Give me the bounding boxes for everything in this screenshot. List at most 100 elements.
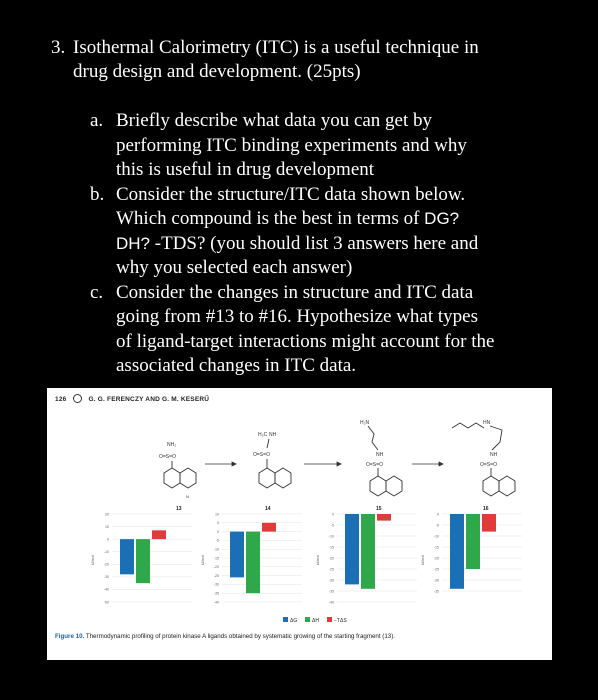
tick-label: -10 bbox=[214, 548, 219, 552]
part-b-line: DH? -TDS? (you should list 3 answers her… bbox=[116, 232, 479, 254]
tick-label: -40 bbox=[104, 588, 109, 592]
bar-TdS-15 bbox=[377, 514, 391, 521]
tick-label: 10 bbox=[105, 525, 109, 529]
question-title: 3. Isothermal Calorimetry (ITC) is a use… bbox=[51, 36, 571, 84]
part-c-line: of ligand-target interactions might acco… bbox=[116, 330, 495, 352]
figure-caption-label: Figure 10. bbox=[55, 633, 85, 640]
part-b-line: Which compound is the best in terms of D… bbox=[116, 208, 460, 229]
tick-label: -35 bbox=[434, 589, 439, 593]
tick-label: -20 bbox=[329, 556, 334, 560]
legend: ΔG ΔH −TΔS bbox=[283, 617, 347, 624]
tick-label: -15 bbox=[434, 545, 439, 549]
chemical-structures: NH₂ O=S=O N H₃C NH O=S=O H₂N N bbox=[159, 420, 516, 512]
compound-15-structure: H₂N NH O=S=O bbox=[360, 420, 403, 497]
tick-label: -20 bbox=[214, 565, 219, 569]
figure-caption-text: Thermodynamic profiling of protein kinas… bbox=[84, 633, 396, 640]
y-axis-unit: kJ/mol bbox=[421, 555, 425, 565]
publisher-logo-icon bbox=[73, 394, 83, 403]
tick-label: -15 bbox=[214, 556, 219, 560]
part-c: c. Consider the changes in structure and… bbox=[90, 281, 570, 379]
tick-label: -5 bbox=[331, 523, 334, 527]
tick-label: -30 bbox=[214, 583, 219, 587]
authors: G. G. FERENCZY AND G. M. KESERŰ bbox=[88, 396, 210, 404]
tick-label: 0 bbox=[332, 512, 334, 516]
svg-text:NH₂: NH₂ bbox=[167, 442, 176, 448]
svg-text:NH: NH bbox=[269, 432, 277, 438]
part-c-line: Consider the changes in structure and IT… bbox=[116, 281, 474, 303]
bar-dH-14 bbox=[246, 531, 260, 594]
legend-label: −TΔS bbox=[334, 618, 347, 624]
legend-label: ΔG bbox=[290, 618, 297, 624]
figure-caption: Figure 10. Thermodynamic profiling of pr… bbox=[55, 633, 395, 640]
bar-dH-16 bbox=[466, 514, 480, 569]
tick-label: -25 bbox=[214, 574, 219, 578]
y-axis-unit: kJ/mol bbox=[316, 555, 320, 565]
tick-label: -20 bbox=[104, 563, 109, 567]
tick-label: -5 bbox=[216, 539, 219, 543]
tick-label: -40 bbox=[329, 600, 334, 604]
compound-label: 14 bbox=[265, 506, 271, 512]
svg-text:NH: NH bbox=[376, 452, 384, 458]
svg-text:HN: HN bbox=[483, 420, 491, 426]
legend-swatch-TdS bbox=[327, 617, 332, 622]
part-b-line: why you selected each answer) bbox=[116, 257, 353, 278]
tick-label: -35 bbox=[329, 589, 334, 593]
tick-label: -10 bbox=[329, 534, 334, 538]
question-parts: a. Briefly describe what data you can ge… bbox=[90, 109, 570, 379]
compound-16-structure: HN NH O=S=O bbox=[451, 420, 516, 497]
part-b-label: b. bbox=[90, 183, 105, 205]
bar-dG-16 bbox=[450, 514, 464, 589]
svg-text:O=S=O: O=S=O bbox=[159, 454, 176, 460]
y-axis-unit: kJ/mol bbox=[201, 555, 205, 565]
bar-dG-14 bbox=[230, 531, 244, 578]
bar-TdS-16 bbox=[482, 514, 496, 532]
part-a-line: performing ITC binding experiments and w… bbox=[116, 134, 467, 156]
question-number: 3. bbox=[51, 37, 66, 58]
bar-dG-13 bbox=[120, 539, 134, 575]
part-a-label: a. bbox=[90, 110, 104, 131]
bar-TdS-13 bbox=[152, 530, 166, 540]
figure-10: 126 G. G. FERENCZY AND G. M. KESERŰ NH₂ … bbox=[47, 388, 552, 660]
tick-label: 0 bbox=[107, 537, 109, 541]
question-title-line-2: drug design and development. (25pts) bbox=[73, 61, 361, 82]
part-a-line: Briefly describe what data you can get b… bbox=[116, 110, 433, 131]
svg-text:NH: NH bbox=[490, 452, 498, 458]
compound-14-structure: H₃C NH O=S=O bbox=[253, 432, 292, 489]
compound-label: 16 bbox=[483, 506, 489, 512]
part-b-line: Consider the structure/ITC data shown be… bbox=[116, 183, 466, 205]
legend-swatch-dH bbox=[305, 617, 310, 622]
tick-label: 10 bbox=[215, 512, 219, 516]
svg-text:O=S=O: O=S=O bbox=[366, 462, 383, 468]
svg-text:H₂N: H₂N bbox=[360, 420, 370, 426]
itc-bar-charts: kJ/mol20100-10-20-30-40-50kJ/mol1050-5-1… bbox=[91, 512, 522, 604]
part-a-line: this is useful in drug development bbox=[116, 159, 375, 180]
tick-label: -5 bbox=[436, 523, 439, 527]
figure-page-header: 126 G. G. FERENCZY AND G. M. KESERŰ bbox=[55, 394, 210, 404]
tick-label: 5 bbox=[217, 521, 219, 525]
bar-dH-15 bbox=[361, 514, 375, 589]
tick-label: 0 bbox=[217, 530, 219, 534]
svg-text:N: N bbox=[186, 494, 189, 499]
y-axis-unit: kJ/mol bbox=[91, 555, 95, 565]
compound-13-structure: NH₂ O=S=O N bbox=[159, 442, 197, 499]
compound-label: 15 bbox=[376, 506, 382, 512]
tick-label: -25 bbox=[329, 567, 334, 571]
part-c-line: associated changes in ITC data. bbox=[116, 355, 357, 376]
tick-label: -30 bbox=[329, 578, 334, 582]
tick-label: -50 bbox=[104, 600, 109, 604]
legend-label: ΔH bbox=[312, 618, 319, 624]
page-number: 126 bbox=[55, 396, 67, 404]
bar-TdS-14 bbox=[262, 522, 276, 532]
part-c-line: going from #13 to #16. Hypothesize what … bbox=[116, 306, 479, 327]
tick-label: -35 bbox=[214, 592, 219, 596]
tick-label: 0 bbox=[437, 512, 439, 516]
tick-label: -30 bbox=[104, 575, 109, 579]
svg-text:O=S=O: O=S=O bbox=[480, 462, 497, 468]
question-title-line-1: Isothermal Calorimetry (ITC) is a useful… bbox=[73, 37, 479, 58]
tick-label: 20 bbox=[105, 512, 109, 516]
svg-text:O=S=O: O=S=O bbox=[253, 452, 270, 458]
compound-label: 13 bbox=[176, 506, 182, 512]
tick-label: -15 bbox=[329, 545, 334, 549]
part-c-label: c. bbox=[90, 281, 104, 303]
tick-label: -40 bbox=[214, 600, 219, 604]
